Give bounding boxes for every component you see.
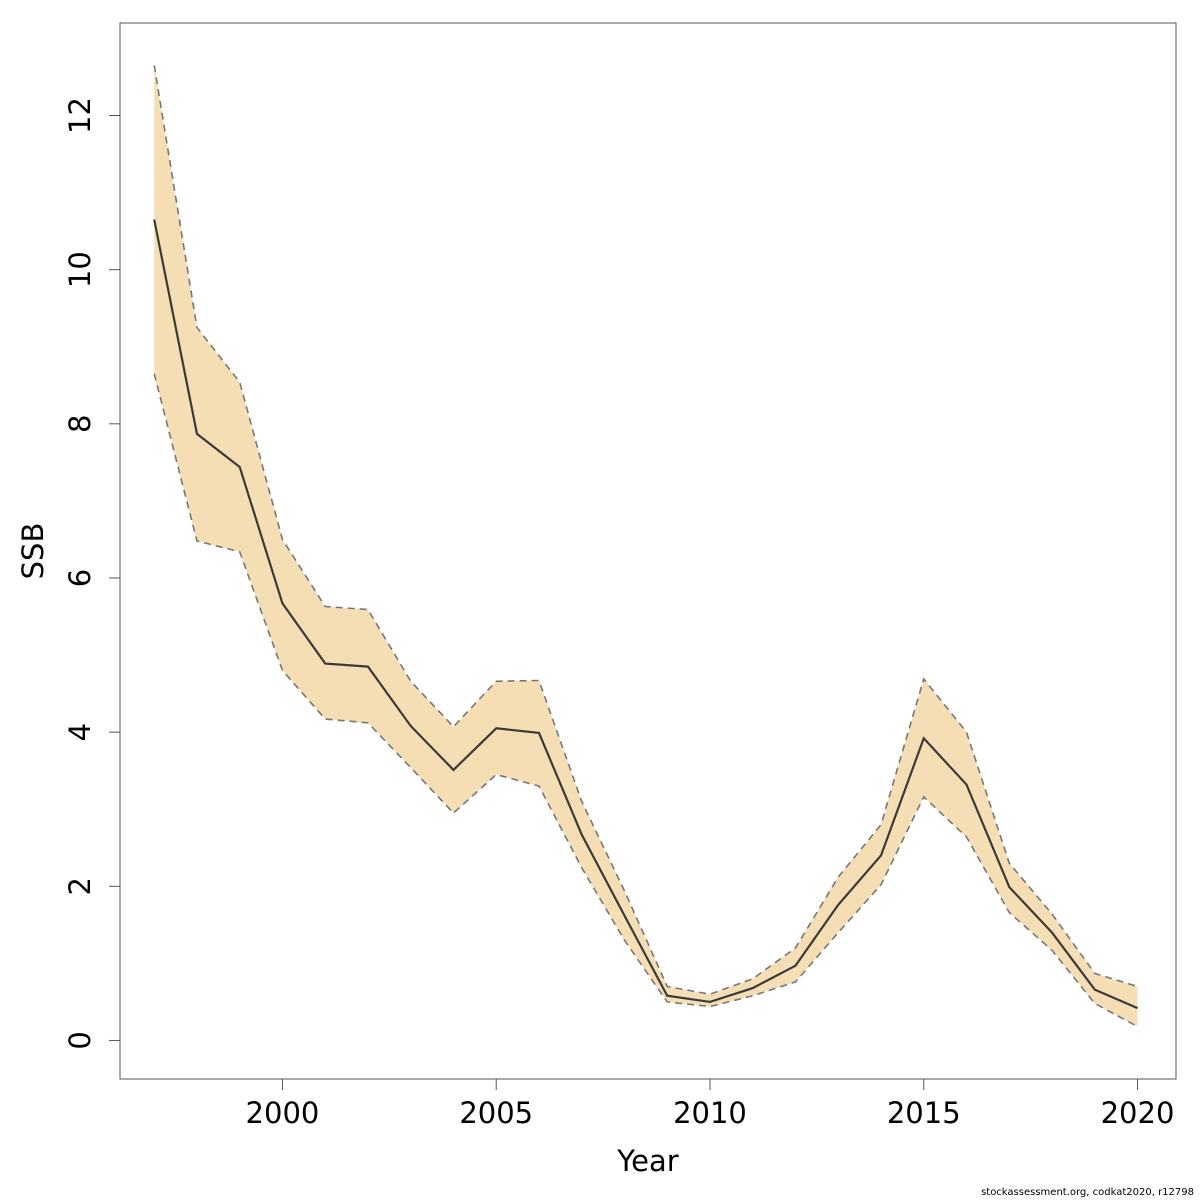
lower-bound-line — [153, 373, 1138, 1028]
x-tick-label: 2010 — [673, 1096, 747, 1130]
x-tick-label: 2015 — [887, 1096, 961, 1130]
y-axis: 0 2 4 6 8 10 12 — [63, 97, 120, 1050]
y-tick-label: 6 — [63, 569, 97, 587]
y-tick-label: 0 — [63, 1031, 97, 1049]
estimate-line — [153, 219, 1138, 1010]
x-tick-label: 2020 — [1101, 1096, 1175, 1130]
x-axis-title: Year — [616, 1144, 678, 1178]
y-tick-label: 12 — [63, 97, 97, 134]
line-layer — [153, 65, 1138, 1028]
y-axis-title: SSB — [16, 523, 50, 580]
plot-frame — [119, 22, 1177, 1080]
x-tick-label: 2005 — [459, 1096, 533, 1130]
x-tick-label: 2000 — [246, 1096, 320, 1130]
footer-credit: stockassessment.org, codkat2020, r12798 — [981, 1187, 1194, 1198]
confidence-band-layer — [154, 65, 1138, 1027]
confidence-band — [154, 65, 1138, 1027]
y-tick-label: 2 — [63, 877, 97, 895]
y-tick-label: 10 — [63, 251, 97, 288]
y-tick-label: 8 — [63, 415, 97, 433]
upper-bound-line — [153, 65, 1138, 996]
x-axis: 2000 2005 2010 2015 2020 — [246, 1079, 1175, 1130]
y-tick-label: 4 — [63, 723, 97, 741]
